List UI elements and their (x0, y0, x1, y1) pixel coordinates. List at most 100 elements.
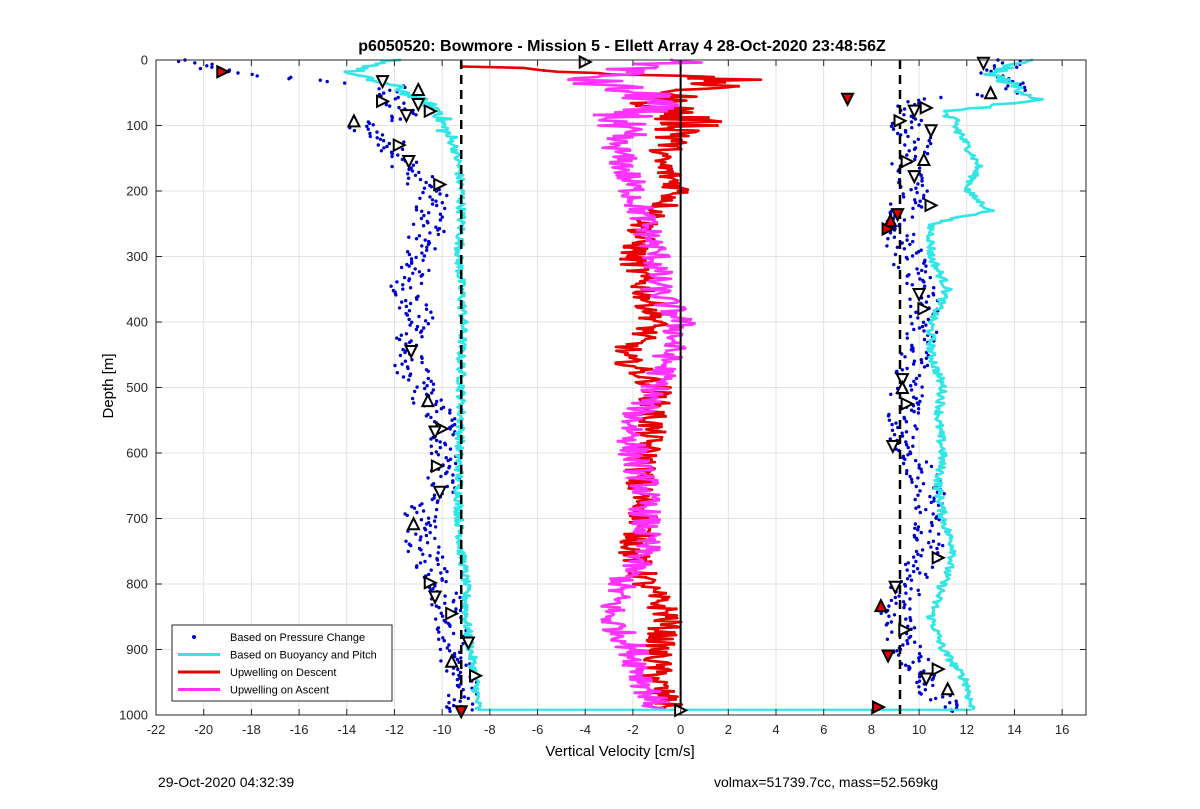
series-line-point (659, 422, 663, 426)
pressure-point (887, 418, 892, 422)
series-line-point (967, 144, 971, 149)
series-line-point (654, 454, 658, 458)
pressure-point (407, 167, 411, 172)
series-line-point (633, 585, 637, 589)
series-line-point (940, 423, 945, 428)
pressure-point (400, 362, 404, 366)
x-tick-label: -18 (242, 722, 261, 737)
series-line-point (969, 702, 973, 707)
series-line-point (653, 619, 657, 623)
series-line-point (625, 569, 629, 573)
pressure-point (919, 358, 923, 362)
series-line-point (655, 678, 659, 682)
series-line-point (453, 506, 457, 510)
series-line-point (935, 400, 939, 404)
ascent-marker (890, 208, 905, 223)
series-line-point (634, 156, 638, 160)
pressure-point (890, 630, 894, 634)
series-line-point (937, 592, 941, 597)
descent-marker (423, 103, 438, 119)
series-line-point (938, 302, 942, 306)
pressure-point (915, 267, 919, 271)
pressure-point (404, 342, 408, 346)
series-line-point (461, 325, 465, 329)
pressure-point (454, 461, 458, 466)
series-line-point (640, 85, 644, 90)
series-line-point (463, 207, 467, 211)
series-line-point (609, 577, 613, 581)
series-line-point (633, 691, 637, 695)
series-line-point (952, 553, 956, 557)
pressure-point (434, 225, 438, 229)
series-line-point (958, 129, 962, 133)
pressure-point (418, 561, 423, 565)
series-line-point (657, 518, 662, 522)
pressure-point (907, 636, 911, 640)
pressure-point (916, 271, 921, 275)
series-line-point (927, 231, 932, 235)
series-line-point (930, 258, 934, 262)
descent-marker (444, 653, 459, 668)
pressure-point (906, 134, 910, 139)
series-line-point (659, 438, 663, 442)
series-line-point (625, 351, 629, 355)
series-line-point (633, 530, 637, 534)
series-line-point (943, 384, 947, 388)
pressure-point (904, 430, 909, 434)
pressure-point (390, 152, 394, 156)
series-line-point (400, 85, 404, 90)
series-line-point (949, 533, 953, 538)
pressure-point (397, 105, 401, 110)
pressure-point (931, 683, 935, 688)
series-line-point (606, 137, 610, 141)
ascent-marker (885, 439, 900, 455)
pressure-point (443, 594, 447, 598)
pressure-point (910, 254, 915, 258)
pressure-point (879, 611, 883, 615)
series-line-point (631, 490, 636, 494)
pressure-point (422, 213, 426, 218)
series-line-point (672, 642, 676, 646)
x-tick-label: 8 (868, 722, 875, 737)
pressure-point (458, 699, 462, 703)
pressure-point (914, 186, 918, 190)
series-line-point (462, 282, 467, 286)
series-line-point (932, 313, 936, 318)
series-line-point (662, 182, 666, 186)
pressure-point (428, 554, 432, 558)
pressure-point (912, 569, 916, 574)
series-line-point (979, 203, 983, 207)
pressure-point (904, 591, 908, 595)
pressure-point (403, 359, 408, 363)
series-line-point (433, 113, 437, 117)
series-line-point (929, 321, 933, 325)
series-line-point (676, 341, 680, 345)
series-line-point (645, 447, 650, 451)
pressure-point (902, 107, 907, 111)
ascent-marker (900, 396, 915, 411)
pressure-point (913, 201, 918, 205)
pressure-point (385, 144, 389, 149)
series-line-point (936, 636, 941, 640)
pressure-point (917, 166, 922, 170)
series-line-point (660, 194, 664, 198)
series-line-point (674, 607, 678, 611)
series-line-point (613, 121, 617, 125)
series-line-point (457, 396, 461, 400)
pressure-point (455, 657, 460, 662)
series-line-point (657, 143, 661, 147)
pressure-point (447, 466, 451, 470)
pressure-point (419, 535, 423, 539)
pressure-point (410, 169, 415, 173)
pressure-point (411, 271, 415, 275)
pressure-point (886, 237, 890, 241)
pressure-point (930, 523, 934, 528)
series-line-point (623, 640, 627, 644)
pressure-point (379, 149, 384, 153)
series-line-point (969, 152, 973, 156)
pressure-point (445, 193, 449, 198)
pressure-point (955, 703, 959, 708)
ascent-marker (924, 198, 939, 213)
series-line-point (943, 435, 947, 439)
pressure-point (923, 688, 927, 692)
